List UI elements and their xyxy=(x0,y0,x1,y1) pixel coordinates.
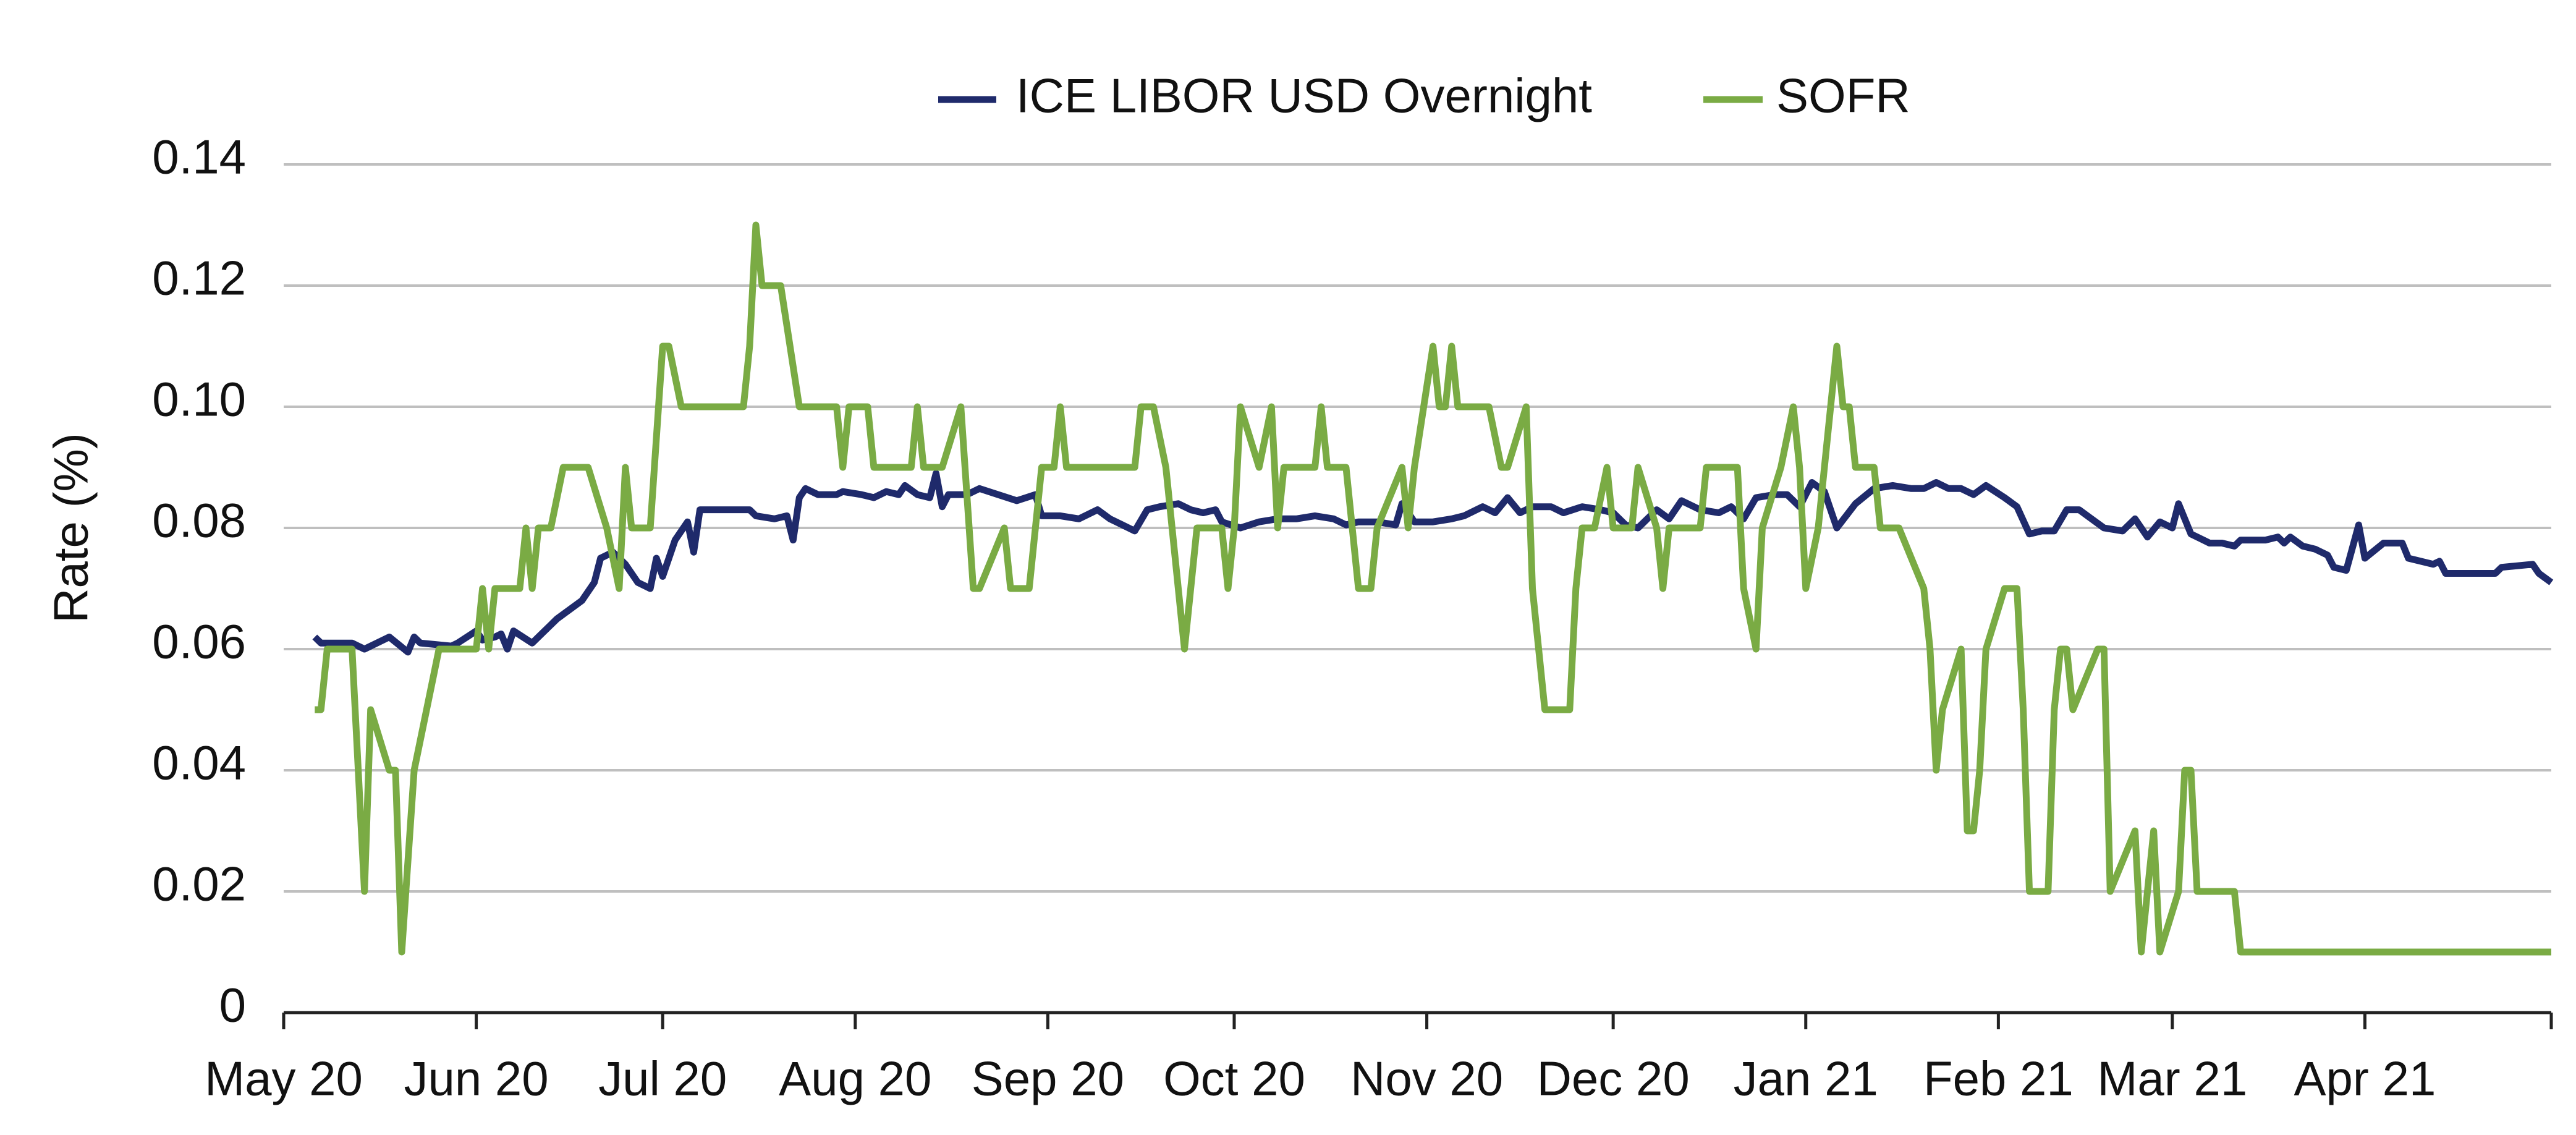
y-tick-label: 0.08 xyxy=(152,493,246,548)
x-tick-label: Feb 21 xyxy=(1923,1052,2074,1106)
x-tick-label: Aug 20 xyxy=(779,1052,931,1106)
y-tick-label: 0.02 xyxy=(152,857,246,911)
y-tick-label: 0.10 xyxy=(152,372,246,427)
x-tick-label: Jul 20 xyxy=(598,1052,727,1106)
x-tick-label: May 20 xyxy=(205,1052,363,1106)
y-tick-label: 0.04 xyxy=(152,736,246,790)
x-tick-label: Sep 20 xyxy=(972,1052,1124,1106)
x-tick-label: Dec 20 xyxy=(1537,1052,1690,1106)
x-tick-label: Mar 21 xyxy=(2097,1052,2247,1106)
series-line xyxy=(315,221,2551,956)
x-tick-label: Jun 20 xyxy=(404,1052,549,1106)
y-tick-label: 0.14 xyxy=(152,130,246,184)
x-tick-label: Nov 20 xyxy=(1350,1052,1503,1106)
legend-label: SOFR xyxy=(1776,69,1910,123)
x-tick-label: Jan 21 xyxy=(1734,1052,1878,1106)
y-tick-label: 0 xyxy=(219,978,246,1032)
legend-label: ICE LIBOR USD Overnight xyxy=(1016,69,1592,123)
x-tick-label: Oct 20 xyxy=(1163,1052,1305,1106)
y-tick-label: 0.06 xyxy=(152,614,246,669)
y-axis-title: Rate (%) xyxy=(44,433,98,623)
y-tick-label: 0.12 xyxy=(152,251,246,305)
x-tick-label: Apr 21 xyxy=(2294,1052,2436,1106)
